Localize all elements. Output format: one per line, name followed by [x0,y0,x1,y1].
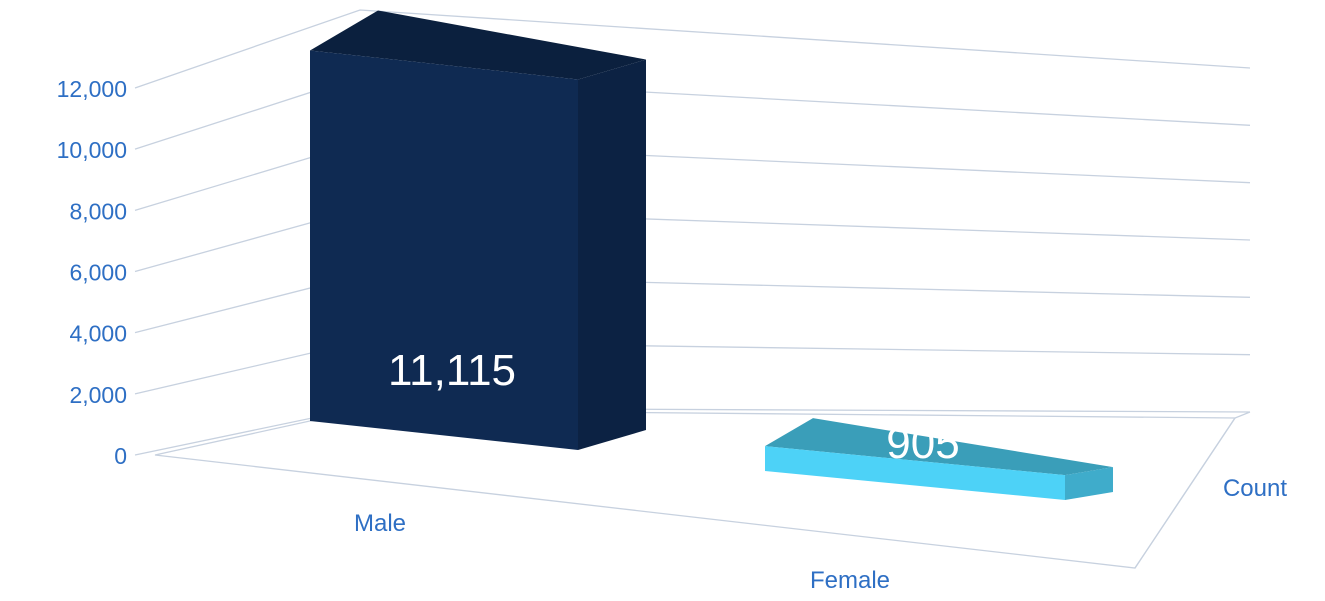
gridline [134,407,1251,456]
y-tick-label: 12,000 [57,76,127,102]
bar-male [310,10,646,450]
data-labels: 11,115 905 [388,346,960,468]
bars [310,10,1113,500]
data-label: 11,115 [388,346,516,395]
gridline [134,341,1251,395]
y-tick-label: 8,000 [69,198,127,224]
y-tick-label: 4,000 [69,321,127,347]
y-tick-label: 2,000 [69,382,127,408]
bar-top-face [765,418,1113,476]
gridline [134,208,1251,273]
floor-right-edge [1134,411,1251,569]
bar-front-face [765,446,1065,500]
y-tick-label: 6,000 [69,260,127,286]
gridline [134,142,1251,211]
bar-side-face [1065,467,1113,500]
x-category-label: Male [354,510,406,537]
bar-top-face [310,10,646,80]
gridline [134,274,1251,334]
gridlines [134,9,1251,456]
y-axis-ticks: 0 2,000 4,000 6,000 8,000 10,000 12,000 [57,76,127,469]
bar-side-face [578,59,646,450]
y-tick-label: 0 [114,443,127,469]
y-tick-label: 10,000 [57,137,127,163]
bar-front-face [310,50,578,450]
series-axis-label: Count [1223,475,1287,502]
chart-floor [154,409,1251,569]
x-category-label: Female [810,567,890,594]
bar-female [765,418,1113,500]
gridline [134,9,1251,89]
data-label: 905 [886,419,959,468]
gridline [134,75,1251,150]
x-axis-categories: Male Female [354,510,890,594]
